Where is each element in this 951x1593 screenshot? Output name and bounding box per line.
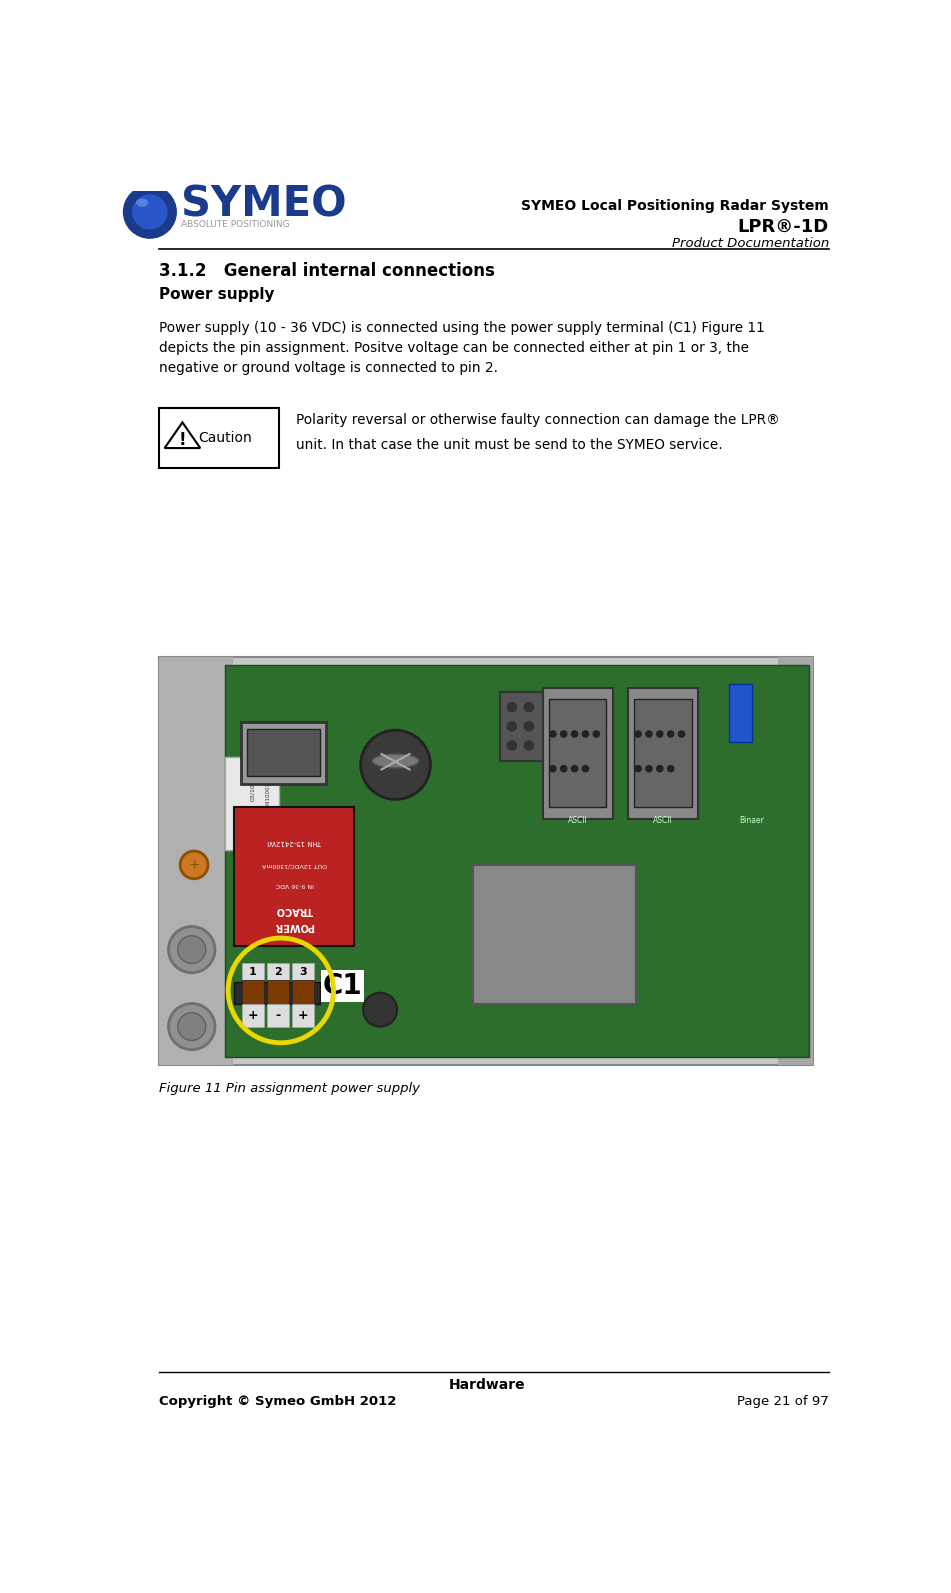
Text: SYMEO Local Positioning Radar System: SYMEO Local Positioning Radar System xyxy=(521,199,828,213)
Text: 9798910003: 9798910003 xyxy=(265,782,270,817)
Circle shape xyxy=(561,731,567,738)
Circle shape xyxy=(678,731,685,738)
FancyBboxPatch shape xyxy=(628,688,698,819)
Ellipse shape xyxy=(372,753,418,768)
Circle shape xyxy=(363,992,398,1026)
Text: 2: 2 xyxy=(274,967,281,977)
Circle shape xyxy=(178,935,205,964)
FancyBboxPatch shape xyxy=(159,656,812,1066)
FancyBboxPatch shape xyxy=(243,980,263,1004)
FancyBboxPatch shape xyxy=(473,865,636,1004)
Text: !: ! xyxy=(179,430,186,449)
FancyBboxPatch shape xyxy=(243,964,263,980)
Text: OUT 12VDC/1300mA: OUT 12VDC/1300mA xyxy=(262,863,327,868)
FancyBboxPatch shape xyxy=(159,408,280,468)
Text: ASCII: ASCII xyxy=(568,816,588,825)
Text: 3.1.2   General internal connections: 3.1.2 General internal connections xyxy=(159,261,495,280)
Text: SYMEO: SYMEO xyxy=(181,183,346,225)
FancyBboxPatch shape xyxy=(293,1004,314,1026)
Circle shape xyxy=(646,731,652,738)
FancyBboxPatch shape xyxy=(267,964,288,980)
Text: ASCII: ASCII xyxy=(653,816,672,825)
Text: POWER: POWER xyxy=(274,921,315,932)
FancyBboxPatch shape xyxy=(293,964,314,980)
Circle shape xyxy=(550,766,556,771)
Circle shape xyxy=(168,927,215,973)
Circle shape xyxy=(572,766,577,771)
Circle shape xyxy=(572,731,577,738)
Text: unit. In that case the unit must be send to the SYMEO service.: unit. In that case the unit must be send… xyxy=(297,438,723,451)
Circle shape xyxy=(124,186,176,237)
Text: 1: 1 xyxy=(249,967,257,977)
FancyBboxPatch shape xyxy=(234,808,355,946)
Text: Binaer: Binaer xyxy=(740,816,765,825)
Text: THN 15-2412WI: THN 15-2412WI xyxy=(267,840,321,844)
FancyBboxPatch shape xyxy=(267,980,288,1004)
Circle shape xyxy=(635,766,641,771)
Circle shape xyxy=(178,1013,205,1040)
FancyBboxPatch shape xyxy=(225,757,280,849)
Text: Page 21 of 97: Page 21 of 97 xyxy=(737,1394,828,1408)
FancyBboxPatch shape xyxy=(500,691,543,761)
Text: +: + xyxy=(298,1008,309,1021)
Text: LPR®-1D: LPR®-1D xyxy=(738,218,828,236)
Circle shape xyxy=(593,731,599,738)
Text: Power supply: Power supply xyxy=(159,287,275,303)
FancyBboxPatch shape xyxy=(549,699,607,808)
FancyBboxPatch shape xyxy=(293,980,314,1004)
Circle shape xyxy=(635,731,641,738)
Polygon shape xyxy=(165,422,201,448)
Circle shape xyxy=(524,703,534,712)
Circle shape xyxy=(507,722,516,731)
Text: C1: C1 xyxy=(323,972,362,1000)
Circle shape xyxy=(668,731,673,738)
FancyBboxPatch shape xyxy=(225,664,808,1058)
Text: Polarity reversal or otherwise faulty connection can damage the LPR®: Polarity reversal or otherwise faulty co… xyxy=(297,413,780,427)
FancyBboxPatch shape xyxy=(728,683,752,742)
Circle shape xyxy=(133,194,167,229)
FancyBboxPatch shape xyxy=(241,723,326,784)
Text: ABSOLUTE POSITIONING: ABSOLUTE POSITIONING xyxy=(181,220,289,229)
Circle shape xyxy=(550,731,556,738)
Circle shape xyxy=(668,766,673,771)
Circle shape xyxy=(507,703,516,712)
Circle shape xyxy=(524,722,534,731)
Text: 03/10: 03/10 xyxy=(250,782,255,801)
FancyBboxPatch shape xyxy=(321,970,364,1002)
Circle shape xyxy=(657,731,663,738)
Circle shape xyxy=(507,741,516,750)
FancyBboxPatch shape xyxy=(267,1004,288,1026)
Circle shape xyxy=(646,766,652,771)
Text: -: - xyxy=(275,1008,281,1021)
Text: Product Documentation: Product Documentation xyxy=(671,237,828,250)
Text: Copyright © Symeo GmbH 2012: Copyright © Symeo GmbH 2012 xyxy=(159,1394,397,1408)
FancyBboxPatch shape xyxy=(634,699,691,808)
Text: IN 9-36 VDC: IN 9-36 VDC xyxy=(275,883,314,887)
FancyBboxPatch shape xyxy=(778,656,812,1066)
FancyBboxPatch shape xyxy=(543,688,612,819)
FancyBboxPatch shape xyxy=(159,656,233,1066)
FancyBboxPatch shape xyxy=(234,981,320,1004)
FancyBboxPatch shape xyxy=(243,1004,263,1026)
Circle shape xyxy=(561,766,567,771)
Circle shape xyxy=(524,741,534,750)
Text: +: + xyxy=(188,859,200,871)
Circle shape xyxy=(582,731,589,738)
Text: Hardware: Hardware xyxy=(449,1378,526,1392)
Text: +: + xyxy=(247,1008,259,1021)
Text: Power supply (10 - 36 VDC) is connected using the power supply terminal (C1) Fig: Power supply (10 - 36 VDC) is connected … xyxy=(159,320,765,374)
Text: 3: 3 xyxy=(300,967,307,977)
Circle shape xyxy=(582,766,589,771)
Circle shape xyxy=(180,851,208,879)
Text: Figure 11 Pin assignment power supply: Figure 11 Pin assignment power supply xyxy=(159,1082,420,1094)
Ellipse shape xyxy=(137,199,147,205)
Circle shape xyxy=(657,766,663,771)
Text: Caution: Caution xyxy=(199,432,252,446)
Circle shape xyxy=(360,730,431,800)
FancyBboxPatch shape xyxy=(246,728,320,776)
Text: TRACO: TRACO xyxy=(276,905,313,914)
Circle shape xyxy=(168,1004,215,1050)
